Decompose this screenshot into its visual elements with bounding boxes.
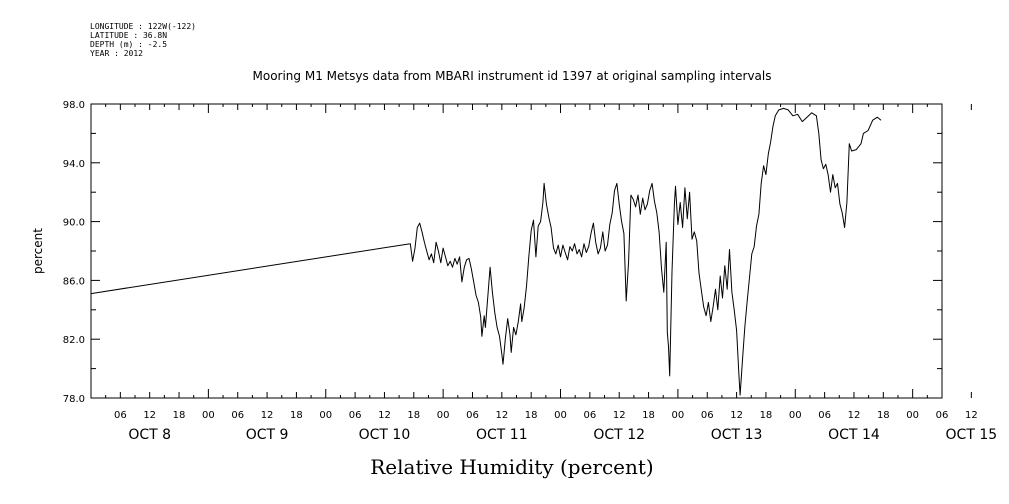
x-day-label: OCT 11 [476,427,528,443]
longitude-text: LONGITUDE : 122W(-122) [90,22,196,31]
x-tick-label: 06 [936,410,949,421]
x-tick-label: 18 [642,410,655,421]
y-tick-label: 90.0 [63,218,85,229]
latitude-text: LATITUDE : 36.8N [90,31,168,40]
x-tick-label: 18 [877,410,890,421]
plot-frame [90,103,943,399]
x-day-label: OCT 9 [246,427,289,443]
x-axis-label: Relative Humidity (percent) [370,455,653,479]
x-day-label: OCT 10 [359,427,411,443]
x-tick-label: 00 [789,410,802,421]
mooring-metadata: LONGITUDE : 122W(-122) LATITUDE : 36.8N … [90,22,196,58]
y-tick-label: 98.0 [63,100,85,111]
x-day-label: OCT 15 [946,427,998,443]
x-day-label: OCT 8 [128,427,171,443]
y-tick-label: 78.0 [63,394,85,405]
x-tick-label: 06 [583,410,596,421]
y-tick-label: 94.0 [63,159,85,170]
x-tick-label: 12 [143,410,156,421]
x-tick-label: 18 [290,410,303,421]
x-tick-label: 06 [114,410,127,421]
x-tick-label: 18 [525,410,538,421]
x-tick-label: 18 [173,410,186,421]
depth-text: DEPTH (m) : -2.5 [90,40,168,49]
year-text: YEAR : 2012 [90,49,143,58]
y-axis-label: percent [31,228,45,274]
series-group [90,107,882,396]
x-tick-label: 06 [466,410,479,421]
x-tick-label: 00 [437,410,450,421]
x-tick-label: 00 [319,410,332,421]
x-tick-label: 12 [495,410,508,421]
x-tick-label: 00 [672,410,685,421]
x-tick-label: 00 [906,410,919,421]
x-tick-label: 00 [202,410,215,421]
x-tick-label: 06 [349,410,362,421]
x-tick-label: 18 [407,410,420,421]
x-tick-label: 12 [261,410,274,421]
y-tick-label: 86.0 [63,276,85,287]
x-tick-label: 00 [554,410,567,421]
x-tick-label: 12 [730,410,743,421]
x-day-label: OCT 14 [828,427,880,443]
x-tick-label: 06 [701,410,714,421]
x-tick-label: 12 [848,410,861,421]
plot-axes: 78.0 82.0 86.0 90.0 94.0 98.0 06 12 18 00 06 12 18 00… [63,100,997,443]
x-tick-label: 12 [613,410,626,421]
x-tick-label: 12 [378,410,391,421]
chart-title: Mooring M1 Metsys data from MBARI instru… [253,69,772,83]
x-tick-label: 18 [760,410,773,421]
x-day-label: OCT 13 [711,427,763,443]
y-tick-label: 82.0 [63,335,85,346]
series-line [90,107,882,396]
x-day-label: OCT 12 [593,427,645,443]
x-tick-label: 06 [231,410,244,421]
x-tick-label: 06 [818,410,831,421]
x-tick-label: 12 [965,410,978,421]
